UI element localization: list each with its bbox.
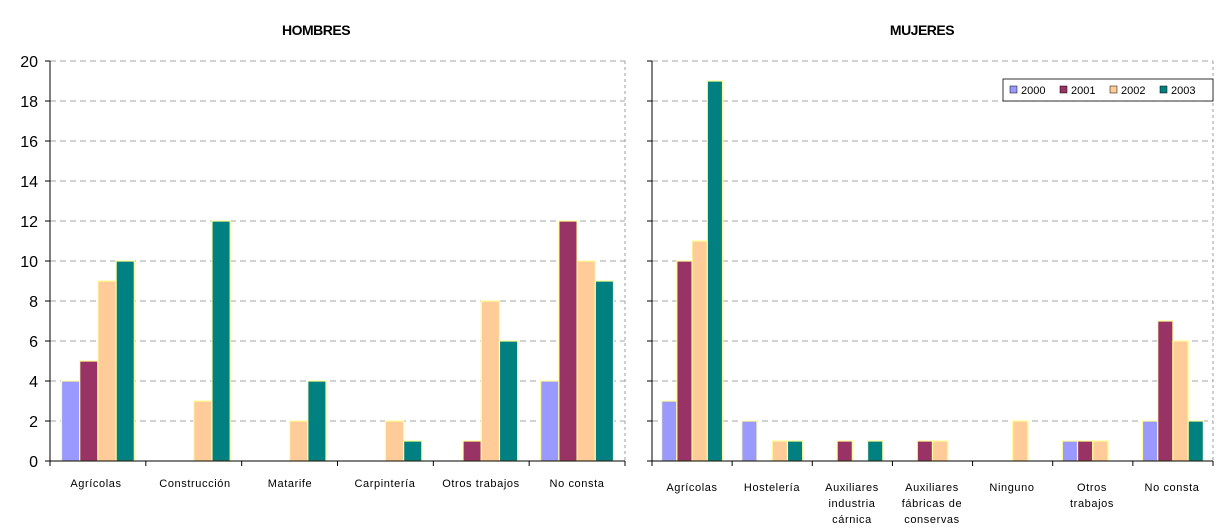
mujeres-bar-agricolas-2003	[706, 80, 724, 462]
hombres-bar-agricolas-2003	[115, 260, 135, 462]
hombres-bar-no-consta-2002	[576, 260, 596, 462]
y-tick-label-0: 0	[29, 454, 38, 471]
hombres-bar-otros-trabajos-2001	[462, 440, 482, 462]
mujeres-x-label-auxiliares-fabricas-de-conservas: Auxiliares	[905, 482, 959, 494]
mujeres-bar-auxiliares-industria-carnica-2001	[836, 440, 853, 462]
hombres-bar-agricolas-2002	[97, 280, 117, 462]
legend-box	[1002, 78, 1214, 102]
hombres-bar-no-consta-2000	[540, 380, 560, 462]
legend-label-2003: 2003	[1171, 85, 1195, 97]
legend-swatch-2003	[1159, 85, 1168, 94]
mujeres-bar-agricolas-2002	[691, 240, 708, 462]
mujeres-bars	[661, 80, 1204, 462]
legend-swatch-2000	[1009, 85, 1018, 94]
mujeres-bar-no-consta-2003	[1187, 420, 1204, 462]
mujeres-bar-auxiliares-fabricas-de-conservas-2002	[931, 440, 949, 462]
hombres-bar-construccion-2003	[211, 220, 231, 462]
legend: 2000 2001 2002 2003	[1002, 78, 1214, 102]
hombres-bar-otros-trabajos-2002	[480, 300, 501, 462]
y-tick-label-16: 16	[20, 134, 38, 151]
mujeres-x-label-agricolas: Agrícolas	[666, 482, 717, 494]
y-tick-label-20: 20	[20, 54, 38, 71]
hombres-bar-matarife-2002	[288, 420, 309, 462]
y-tick-label-18: 18	[20, 94, 38, 111]
legend-label-2002: 2002	[1121, 85, 1145, 97]
mujeres-bar-no-consta-2001	[1157, 320, 1174, 462]
mujeres-bar-otros-trabajos-2000	[1061, 440, 1079, 462]
y-tick-label-8: 8	[29, 294, 38, 311]
mujeres-bar-auxiliares-fabricas-de-conservas-2001	[916, 440, 934, 462]
hombres-title: HOMBRES	[282, 22, 350, 38]
hombres-bar-no-consta-2003	[594, 280, 615, 462]
hombres-x-label-otros-trabajos: Otros trabajos	[442, 478, 519, 490]
hombres-x-label-no-consta: No consta	[550, 478, 605, 490]
mujeres-bar-agricolas-2001	[676, 260, 693, 462]
mujeres-x-label-otros-trabajos: Otros	[1077, 482, 1107, 494]
hombres-y-axis-labels: 0 2 4 6 8 10 12 14 16 18 20	[20, 54, 38, 471]
mujeres-chart: MUJERES Agrícolas Hostelería Auxiliares ind…	[647, 22, 1214, 526]
hombres-bar-agricolas-2000	[60, 380, 81, 462]
mujeres-x-label-no-consta: No consta	[1145, 482, 1200, 494]
hombres-x-label-carpinteria: Carpintería	[354, 478, 415, 490]
hombres-x-label-matarife: Matarife	[268, 478, 313, 490]
mujeres-x-label-auxiliares-industria-carnica: Auxiliares	[825, 482, 879, 494]
legend-label-2000: 2000	[1021, 85, 1045, 97]
mujeres-bar-no-consta-2000	[1141, 420, 1159, 462]
y-tick-label-6: 6	[29, 334, 38, 351]
hombres-bars	[60, 220, 615, 462]
mujeres-bar-otros-trabajos-2002	[1092, 440, 1109, 462]
hombres-gridlines	[50, 60, 626, 461]
mujeres-x-label-ninguno: Ninguno	[989, 482, 1034, 494]
mujeres-x-label-auxiliares-fabricas-de-conservas: conservas	[904, 514, 960, 526]
mujeres-x-label-auxiliares-fabricas-de-conservas: fábricas de	[902, 498, 962, 510]
y-tick-label-2: 2	[29, 414, 38, 431]
hombres-bar-matarife-2003	[307, 380, 327, 462]
hombres-bar-carpinteria-2003	[403, 440, 423, 462]
mujeres-bar-hosteleria-2002	[771, 440, 789, 462]
mujeres-x-axis-labels: Agrícolas Hostelería Auxiliares industria cá…	[666, 482, 1199, 526]
y-tick-label-4: 4	[29, 374, 38, 391]
mujeres-x-label-otros-trabajos: trabajos	[1070, 498, 1114, 510]
mujeres-bar-otros-trabajos-2001	[1076, 440, 1094, 462]
hombres-chart: HOMBRES 0 2 4 6 8 10 12 14 16 18 20 Agrícolas Const…	[20, 22, 626, 490]
y-tick-label-10: 10	[20, 254, 38, 271]
y-tick-label-14: 14	[20, 174, 38, 191]
hombres-bar-otros-trabajos-2003	[498, 340, 519, 462]
hombres-bar-carpinteria-2002	[384, 420, 405, 462]
hombres-bar-agricolas-2001	[79, 360, 99, 462]
hombres-x-label-construccion: Construcción	[159, 478, 230, 490]
legend-label-2001: 2001	[1071, 85, 1095, 97]
hombres-x-label-agricolas: Agrícolas	[70, 478, 121, 490]
hombres-axes	[45, 60, 626, 466]
y-tick-label-12: 12	[20, 214, 38, 231]
mujeres-bar-no-consta-2002	[1172, 340, 1189, 462]
hombres-bar-construccion-2002	[193, 400, 213, 462]
hombres-bar-no-consta-2001	[558, 220, 578, 462]
mujeres-bar-hosteleria-2000	[741, 420, 758, 462]
legend-swatch-2002	[1109, 85, 1118, 94]
mujeres-axes	[647, 60, 1214, 466]
mujeres-x-label-auxiliares-industria-carnica: industria	[829, 498, 876, 510]
mujeres-bar-hosteleria-2003	[786, 440, 804, 462]
mujeres-x-label-auxiliares-industria-carnica: cárnica	[832, 514, 872, 526]
mujeres-title: MUJERES	[890, 22, 954, 38]
mujeres-bar-agricolas-2000	[661, 400, 678, 462]
mujeres-bar-ninguno-2002	[1012, 420, 1029, 462]
mujeres-x-label-hosteleria: Hostelería	[744, 482, 800, 494]
mujeres-bar-auxiliares-industria-carnica-2003	[866, 440, 884, 462]
hombres-x-axis-labels: Agrícolas Construcción Matarife Carpintería…	[70, 478, 604, 490]
legend-swatch-2001	[1059, 85, 1068, 94]
